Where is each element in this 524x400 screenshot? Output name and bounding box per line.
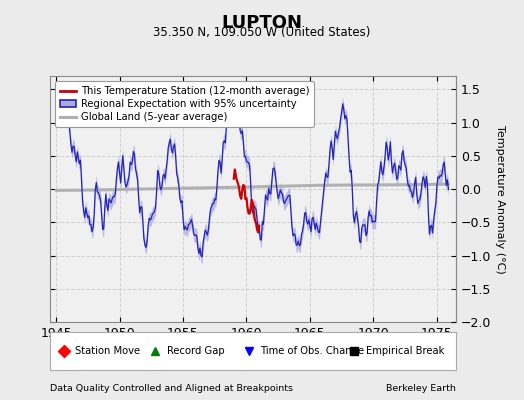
Legend: This Temperature Station (12-month average), Regional Expectation with 95% uncer: This Temperature Station (12-month avera… (55, 81, 314, 127)
Text: Empirical Break: Empirical Break (366, 346, 444, 356)
Y-axis label: Temperature Anomaly (°C): Temperature Anomaly (°C) (495, 125, 506, 273)
Text: Station Move: Station Move (75, 346, 140, 356)
Text: Berkeley Earth: Berkeley Earth (386, 384, 456, 393)
Text: LUPTON: LUPTON (222, 14, 302, 32)
Text: Record Gap: Record Gap (167, 346, 224, 356)
Text: Time of Obs. Change: Time of Obs. Change (260, 346, 364, 356)
Text: 35.350 N, 109.050 W (United States): 35.350 N, 109.050 W (United States) (154, 26, 370, 39)
Text: Data Quality Controlled and Aligned at Breakpoints: Data Quality Controlled and Aligned at B… (50, 384, 293, 393)
